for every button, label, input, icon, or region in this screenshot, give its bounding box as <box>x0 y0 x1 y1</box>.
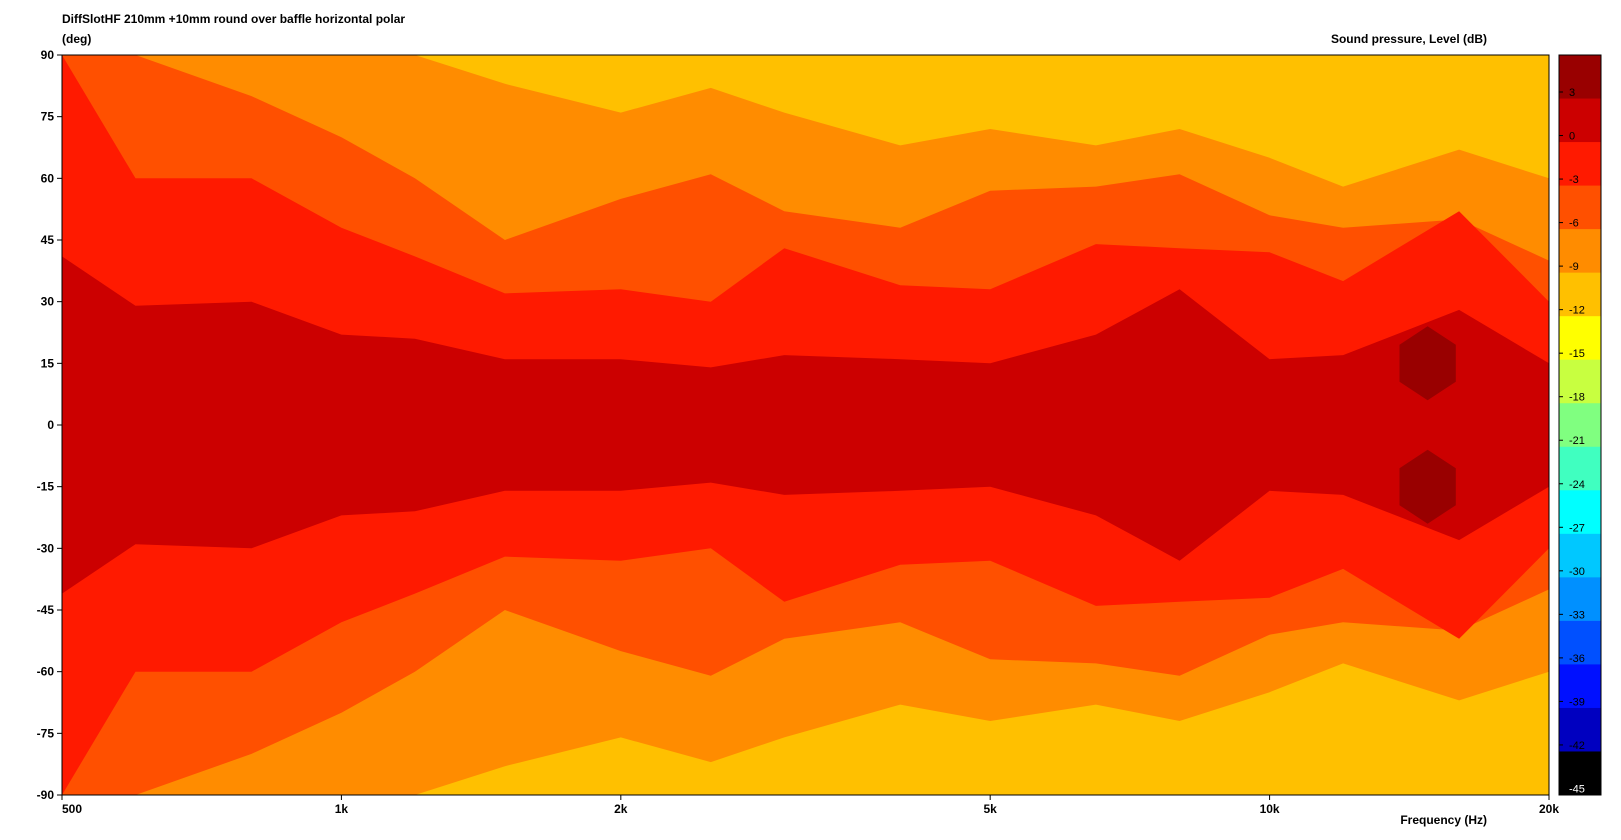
x-tick-label: 2k <box>614 802 628 816</box>
level-peak-lower <box>1399 449 1456 524</box>
y-tick-label: -75 <box>37 726 55 740</box>
colorbar: 3 0 -3 -6 -9 -12 -15 -18 -21 -24 -27 -30 -33 -36 -39 -4… <box>1558 54 1602 796</box>
colorbar-label: -30 <box>1569 566 1585 578</box>
x-tick-label: 5k <box>984 802 998 816</box>
y-tick-label: 90 <box>41 48 55 62</box>
y-tick-label: 60 <box>41 171 55 185</box>
y-tick-label: -60 <box>37 665 55 679</box>
colorbar-label: -27 <box>1569 522 1585 534</box>
colorbar-label: -36 <box>1569 653 1585 665</box>
y-axis: 90 75 60 45 30 15 0 -15 -30 -45 -60 -75 -90 <box>37 48 62 802</box>
colorbar-label: -42 <box>1569 740 1585 752</box>
y-tick-label: 45 <box>41 233 55 247</box>
colorbar-label: 3 <box>1569 87 1575 99</box>
x-axis: 500 1k 2k 5k 10k 20k <box>61 795 1559 816</box>
colorbar-swatch <box>1559 229 1601 274</box>
colorbar-label: -18 <box>1569 392 1585 404</box>
x-tick-label: 20k <box>1539 802 1559 816</box>
colorbar-swatch <box>1559 751 1601 796</box>
colorbar-swatch <box>1559 142 1601 187</box>
y-tick-label: 75 <box>41 110 55 124</box>
y-tick-label: 15 <box>41 356 55 370</box>
colorbar-swatch <box>1559 577 1601 622</box>
x-axis-label: Frequency (Hz) <box>1400 813 1487 827</box>
y-tick-label: 0 <box>47 418 54 432</box>
x-tick-label: 10k <box>1260 802 1280 816</box>
colorbar-swatch <box>1559 446 1601 491</box>
colorbar-swatch <box>1559 620 1601 665</box>
colorbar-label: -21 <box>1569 435 1585 447</box>
colorbar-swatch <box>1559 533 1601 578</box>
colorbar-swatch <box>1559 490 1601 535</box>
y-tick-label: 30 <box>41 295 55 309</box>
level-peak-upper <box>1399 326 1456 401</box>
colorbar-label: -45 <box>1569 783 1585 795</box>
colorbar-label: -3 <box>1569 174 1579 186</box>
colorbar-label: -6 <box>1569 218 1579 230</box>
colorbar-swatch <box>1559 272 1601 317</box>
level-band-0 <box>62 256 1549 594</box>
colorbar-title: Sound pressure, Level (dB) <box>1330 32 1487 46</box>
colorbar-label: -9 <box>1569 261 1579 273</box>
y-axis-unit-label: (deg) <box>62 32 92 46</box>
x-tick-label: 500 <box>62 802 82 816</box>
y-tick-label: -30 <box>37 541 55 555</box>
colorbar-frame <box>1558 54 1602 796</box>
y-tick-label: -90 <box>37 788 55 802</box>
x-tick-label: 1k <box>335 802 349 816</box>
colorbar-swatch <box>1559 403 1601 448</box>
colorbar-label: -39 <box>1569 696 1585 708</box>
colorbar-swatch <box>1559 316 1601 361</box>
colorbar-swatch <box>1559 707 1601 752</box>
colorbar-label: 0 <box>1569 131 1575 143</box>
colorbar-swatch <box>1559 359 1601 404</box>
contour-fill-layer <box>62 55 1549 795</box>
chart-title: DiffSlotHF 210mm +10mm round over baffle… <box>62 12 406 26</box>
colorbar-label: -12 <box>1569 305 1585 317</box>
colorbar-swatch <box>1559 185 1601 230</box>
colorbar-swatch <box>1559 55 1601 100</box>
colorbar-label: -15 <box>1569 348 1585 360</box>
y-tick-label: -45 <box>37 603 55 617</box>
colorbar-label: -33 <box>1569 609 1585 621</box>
colorbar-label: -24 <box>1569 479 1585 491</box>
y-tick-label: -15 <box>37 480 55 494</box>
colorbar-swatch <box>1559 664 1601 709</box>
colorbar-swatch <box>1559 98 1601 143</box>
